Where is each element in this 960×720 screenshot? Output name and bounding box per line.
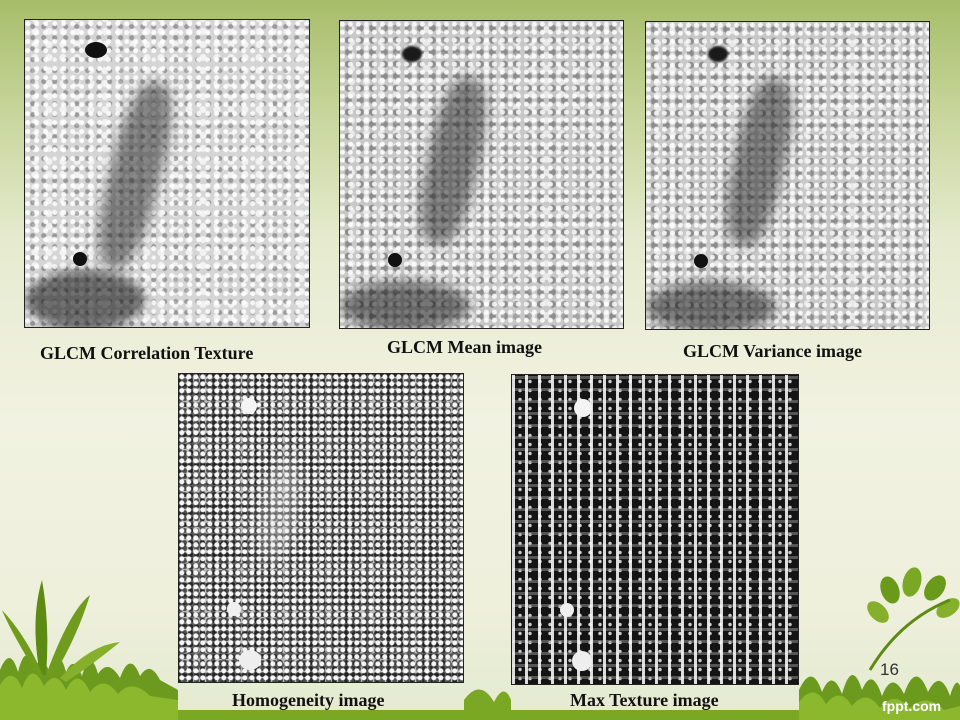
glcm-mean-caption: GLCM Mean image (387, 337, 542, 357)
glcm-variance-caption: GLCM Variance image (683, 341, 862, 361)
page-number: 16 (880, 660, 899, 679)
fppt-logo: fppt.com (882, 698, 942, 714)
max-texture-caption: Max Texture image (570, 690, 719, 710)
homogeneity-caption: Homogeneity image (232, 690, 385, 710)
homogeneity-image (178, 373, 464, 683)
glcm-mean-image (339, 20, 624, 329)
glcm-correlation-image (24, 19, 310, 328)
glcm-variance-image (645, 21, 930, 330)
glcm-correlation-caption: GLCM Correlation Texture (40, 343, 254, 363)
max-texture-image (511, 374, 799, 685)
grass-decoration (0, 567, 960, 720)
